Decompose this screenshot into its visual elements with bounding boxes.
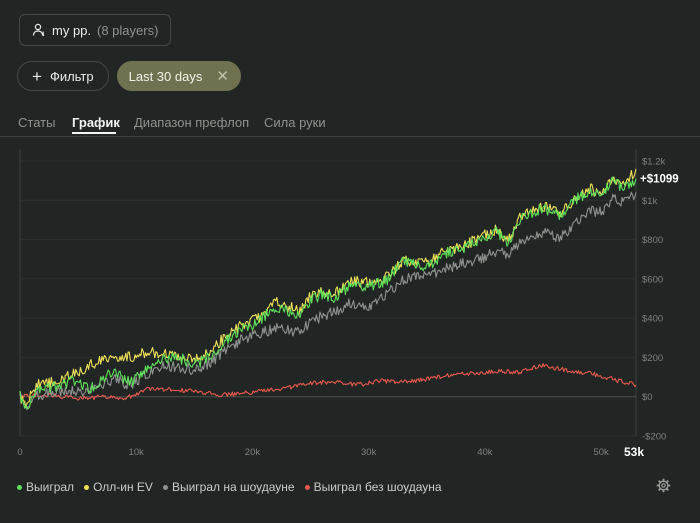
filter-row: + Фильтр Last 30 days ✕ bbox=[17, 61, 241, 91]
y-tick-label: $400 bbox=[642, 314, 663, 325]
series-line-won bbox=[19, 176, 637, 410]
legend-won[interactable]: Выиграл bbox=[17, 480, 74, 494]
y-tick-label: $800 bbox=[642, 235, 663, 246]
close-icon[interactable]: ✕ bbox=[216, 67, 229, 85]
gear-icon[interactable] bbox=[656, 478, 671, 493]
player-selector[interactable]: my pp. (8 players) bbox=[19, 14, 172, 46]
y-tick-label: $0 bbox=[642, 392, 653, 403]
end-value-label: +$1099 bbox=[640, 174, 679, 186]
player-count: (8 players) bbox=[97, 22, 159, 38]
chart-area: $1.2k $1k $800 $600 $400 $200 $0 -$200 0 10k 20k 30… bbox=[0, 145, 700, 470]
x-tick-label: 30k bbox=[361, 447, 377, 458]
filter-button-label: Фильтр bbox=[49, 68, 94, 84]
x-tick-label: 10k bbox=[129, 447, 145, 458]
x-tick-label: 40k bbox=[477, 447, 493, 458]
chart-legend: Выиграл Олл-ин EV Выиграл на шоудауне Вы… bbox=[17, 480, 442, 494]
profit-chart[interactable]: $1.2k $1k $800 $600 $400 $200 $0 -$200 0 10k 20k 30… bbox=[0, 145, 700, 470]
legend-showdown-dot bbox=[162, 484, 168, 490]
filter-button[interactable]: + Фильтр bbox=[17, 61, 109, 91]
legend-showdown-label: Выиграл на шоудауне bbox=[171, 480, 295, 494]
legend-non-showdown-label: Выиграл без шоудауна bbox=[313, 480, 442, 494]
x-tick-label: 20k bbox=[245, 447, 261, 458]
tab-hand-strength[interactable]: Сила руки bbox=[264, 115, 326, 130]
x-tick-label: 50k bbox=[593, 447, 609, 458]
series-line-showdown bbox=[19, 191, 637, 411]
legend-showdown[interactable]: Выиграл на шоудауне bbox=[162, 480, 295, 494]
active-tab-indicator bbox=[72, 132, 116, 134]
tab-graph[interactable]: График bbox=[72, 115, 120, 130]
y-tick-label: $200 bbox=[642, 353, 663, 364]
user-icon bbox=[32, 23, 45, 37]
player-name: my pp. bbox=[52, 22, 92, 38]
legend-non-showdown[interactable]: Выиграл без шоудауна bbox=[304, 480, 442, 494]
y-tick-label: -$200 bbox=[642, 432, 666, 443]
series-line-allin-ev bbox=[19, 168, 637, 408]
date-filter-label: Last 30 days bbox=[128, 68, 203, 84]
tab-preflop-range[interactable]: Диапазон префлоп bbox=[134, 115, 250, 130]
y-tick-label: $600 bbox=[642, 274, 663, 285]
legend-won-label: Выиграл bbox=[26, 480, 75, 494]
tab-stats[interactable]: Статы bbox=[18, 115, 56, 130]
tab-bar: Статы График Диапазон префлоп Сила руки bbox=[0, 112, 700, 137]
legend-allin-ev-label: Олл-ин EV bbox=[93, 480, 153, 494]
legend-allin-ev[interactable]: Олл-ин EV bbox=[84, 480, 153, 494]
plus-icon: + bbox=[32, 66, 42, 86]
legend-won-dot bbox=[17, 484, 22, 490]
y-tick-label: $1.2k bbox=[642, 157, 665, 168]
x-tick-label: 0 bbox=[17, 447, 22, 458]
series-line-non-showdown bbox=[19, 363, 637, 401]
x-end-label: 53k bbox=[624, 445, 644, 459]
y-tick-label: $1k bbox=[642, 196, 658, 207]
legend-allin-ev-dot bbox=[84, 484, 90, 490]
legend-non-showdown-dot bbox=[304, 484, 310, 490]
date-filter-chip[interactable]: Last 30 days ✕ bbox=[116, 61, 241, 91]
